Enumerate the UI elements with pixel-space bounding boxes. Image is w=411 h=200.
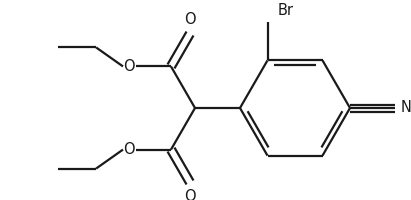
- Text: O: O: [184, 189, 196, 200]
- Text: N: N: [401, 100, 411, 116]
- Text: Br: Br: [277, 3, 293, 18]
- Text: O: O: [184, 12, 196, 27]
- Text: O: O: [123, 59, 135, 74]
- Text: O: O: [123, 142, 135, 157]
